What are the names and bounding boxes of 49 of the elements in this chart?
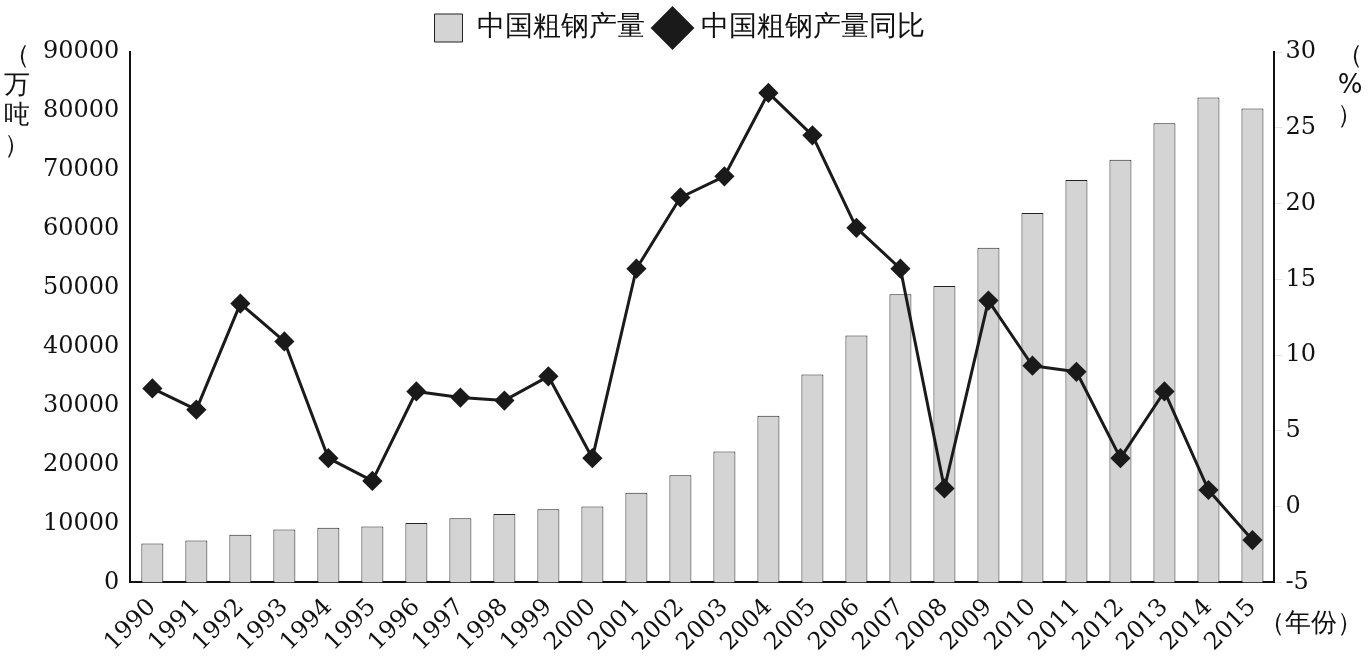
y-tick-label: 60000 xyxy=(42,213,120,242)
point xyxy=(1198,480,1218,500)
y2-tick-label: 0 xyxy=(1285,490,1301,519)
point xyxy=(1242,530,1262,550)
x-axis-title: （年份） xyxy=(1259,606,1363,639)
y-tick-label: 0 xyxy=(104,566,120,595)
point xyxy=(494,391,514,411)
point xyxy=(142,378,162,398)
point xyxy=(450,388,470,408)
point xyxy=(362,471,382,491)
y-tick-label: 70000 xyxy=(42,154,120,183)
legend-label: 中国粗钢产量同比 xyxy=(700,9,925,43)
y2-tick-label: -5 xyxy=(1285,566,1309,595)
point xyxy=(670,187,690,207)
point xyxy=(582,448,602,468)
y-tick-label: 90000 xyxy=(42,36,120,65)
y-tick-label: 10000 xyxy=(42,507,120,536)
point xyxy=(934,478,954,498)
point xyxy=(1154,381,1174,401)
legend-label: 中国粗钢产量 xyxy=(476,9,645,43)
y2-tick-label: 15 xyxy=(1285,263,1317,292)
point xyxy=(1110,448,1130,468)
y-tick-label: 40000 xyxy=(42,330,120,359)
y2-tick-label: 25 xyxy=(1285,112,1317,141)
point xyxy=(714,166,734,186)
y2-tick-label: 10 xyxy=(1285,339,1317,368)
point xyxy=(802,125,822,145)
y-tick-label: 20000 xyxy=(42,448,120,477)
point xyxy=(758,83,778,103)
y-axis-title: （万吨） xyxy=(3,39,31,160)
point xyxy=(318,448,338,468)
point xyxy=(846,218,866,238)
y2-tick-label: 20 xyxy=(1285,187,1317,216)
point xyxy=(978,291,998,311)
y2-tick-label: 5 xyxy=(1285,415,1301,444)
point xyxy=(406,381,426,401)
point xyxy=(274,331,294,351)
point xyxy=(1022,356,1042,376)
point xyxy=(230,294,250,314)
point xyxy=(626,259,646,279)
point xyxy=(186,400,206,420)
point xyxy=(890,259,910,279)
y-tick-label: 50000 xyxy=(42,271,120,300)
y2-tick-label: 30 xyxy=(1285,36,1317,65)
point xyxy=(1066,362,1086,382)
y2-axis-title: （%） xyxy=(1336,39,1364,130)
y-tick-label: 30000 xyxy=(42,389,120,418)
point xyxy=(538,366,558,386)
y-tick-label: 80000 xyxy=(42,95,120,124)
